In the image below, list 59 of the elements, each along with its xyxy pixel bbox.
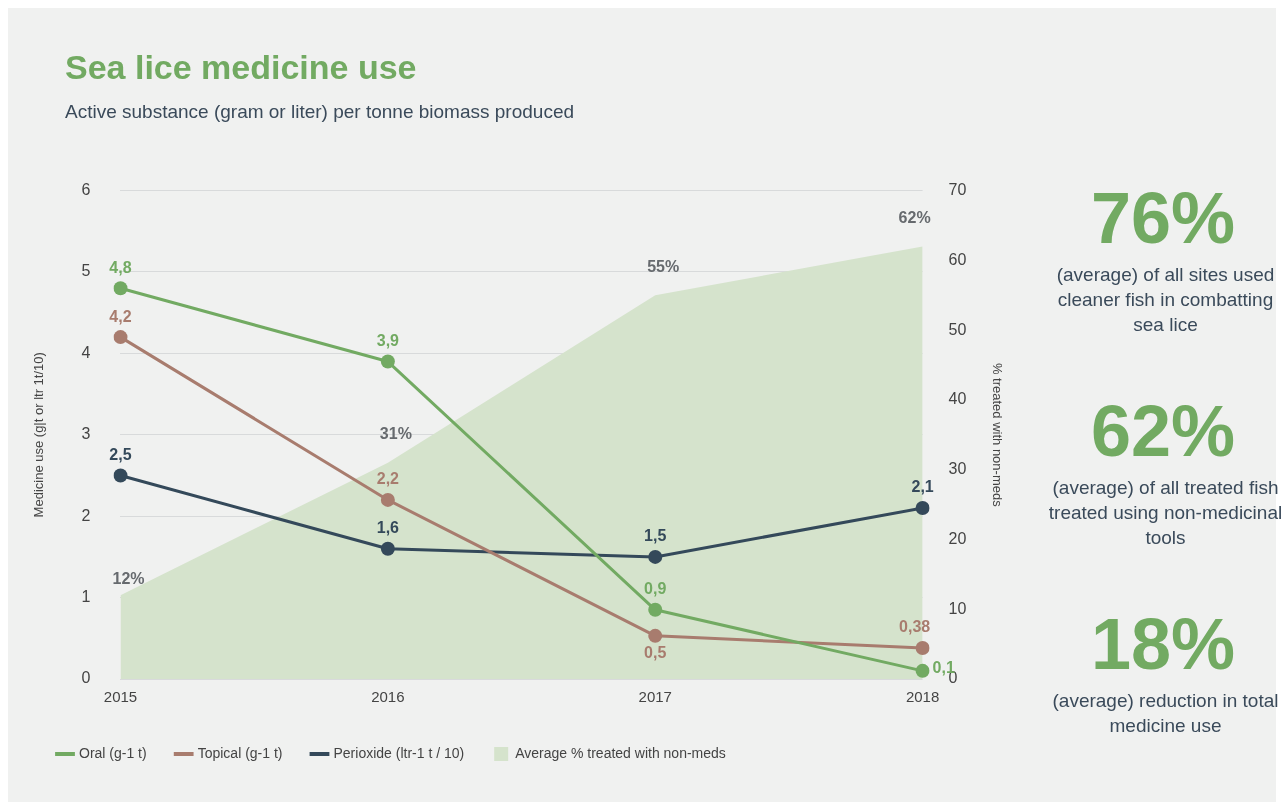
y-tick-label: 2 <box>81 506 91 524</box>
y-tick-label: 3 <box>81 425 91 443</box>
text: (average) reduction in total medicine use <box>1051 689 1280 738</box>
data-label: 31% <box>379 425 412 443</box>
y-tick-label: 1 <box>81 588 91 606</box>
y2-axis-title: % treated with non-meds <box>989 362 1005 508</box>
point <box>915 501 930 516</box>
data-label: 4,2 <box>109 307 132 325</box>
legend-label: Oral (g-1 t) <box>79 744 147 761</box>
point <box>380 492 395 507</box>
x-tick-label: 2017 <box>638 688 672 706</box>
point <box>380 354 395 369</box>
point <box>648 602 663 617</box>
chart-subtitle: Active substance (gram or liter) per tonne biomass produced <box>65 101 576 123</box>
point <box>915 641 930 656</box>
point <box>113 281 128 296</box>
point <box>113 468 128 483</box>
y-tick-label: 4 <box>81 343 91 361</box>
data-label: 55% <box>647 257 680 275</box>
y2-tick-label: 30 <box>948 460 967 478</box>
text: 76% <box>1089 178 1237 258</box>
y2-tick-label: 10 <box>948 599 967 617</box>
y2-tick-label: 60 <box>948 250 967 268</box>
data-label: 2,5 <box>109 445 132 463</box>
point <box>113 330 128 345</box>
y-tick-label: 5 <box>81 262 91 280</box>
point <box>648 549 663 564</box>
y2-tick-label: 40 <box>948 390 967 408</box>
point <box>648 628 663 643</box>
data-label: 3,9 <box>376 331 400 349</box>
data-label: 4,8 <box>109 258 132 276</box>
chart-title: Sea lice medicine use <box>65 48 418 87</box>
data-label: 2,1 <box>911 478 934 496</box>
data-label: 0,5 <box>644 644 667 662</box>
text: 62% <box>1089 391 1237 471</box>
legend-label: Average % treated with non-meds <box>515 744 726 761</box>
data-label: 1,5 <box>644 527 667 545</box>
text: (average) of all treated fish treated using non-medicinal tools <box>1048 476 1283 550</box>
y-tick-label: 6 <box>81 181 91 199</box>
y-axis-title: Medicine use (g|t or ltr 1t/10) <box>31 352 47 518</box>
y2-tick-label: 70 <box>948 181 967 199</box>
text: 18% <box>1089 604 1237 684</box>
x-tick-label: 2016 <box>371 688 405 706</box>
x-tick-label: 2015 <box>103 688 138 706</box>
text: (average) of all sites used cleaner fish in combatting sea lice <box>1055 263 1276 337</box>
legend-label: Topical (g-1 t) <box>197 744 283 761</box>
data-label: 2,2 <box>376 470 400 488</box>
legend-label: Perioxide (ltr-1 t / 10) <box>333 744 465 761</box>
x-tick-label: 2018 <box>905 688 940 706</box>
y2-tick-label: 50 <box>948 320 967 338</box>
data-label: 12% <box>112 569 145 587</box>
point <box>915 663 930 678</box>
data-label: 1,6 <box>376 519 400 537</box>
y2-tick-label: 20 <box>948 529 967 547</box>
data-label: 0,38 <box>899 618 931 636</box>
data-label: 62% <box>898 208 931 226</box>
data-label: 0,9 <box>644 580 667 598</box>
point <box>380 541 395 556</box>
y-tick-label: 0 <box>81 669 91 687</box>
